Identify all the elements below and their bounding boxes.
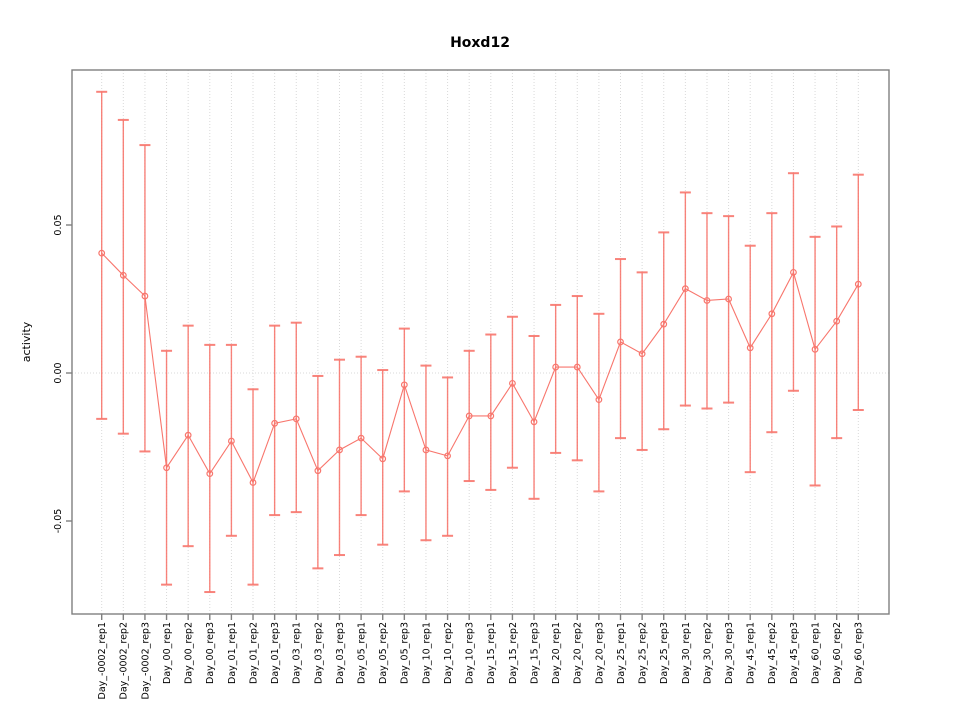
x-tick-label: Day_15_rep2 — [508, 622, 519, 684]
data-point-marker — [768, 310, 776, 318]
x-tick-label: Day_-0002_rep3 — [140, 622, 151, 699]
data-point-marker — [725, 295, 732, 303]
x-tick-label: Day_25_rep1 — [616, 622, 627, 684]
plot-frame — [71, 69, 890, 615]
data-point-marker — [790, 268, 797, 276]
data-point-marker — [617, 338, 624, 346]
series-line — [101, 252, 859, 484]
data-point-marker — [400, 381, 408, 389]
y-tick-label: 0.00 — [53, 362, 64, 383]
data-point-marker — [487, 412, 495, 420]
x-tick-label: Day_01_rep2 — [248, 622, 259, 684]
data-point-marker — [184, 431, 192, 439]
data-point-marker — [249, 479, 257, 486]
data-point-marker — [98, 249, 106, 257]
plot-title: Hoxd12 — [450, 35, 510, 51]
data-point-marker — [163, 464, 170, 472]
y-tick-label: -0.05 — [53, 509, 64, 534]
data-point-marker — [206, 470, 214, 478]
x-tick-label: Day_00_rep3 — [205, 622, 216, 684]
data-point-marker — [833, 317, 841, 325]
x-tick-label: Day_-0002_rep2 — [119, 622, 130, 699]
x-tick-label: Day_60_rep2 — [832, 622, 843, 684]
x-tick-label: Day_30_rep1 — [681, 622, 692, 684]
plot-body: 0.05 0.00 -0.05 Day_-0002_rep1 Day_-0002_rep… — [53, 69, 890, 699]
x-tick-label: Day_20_rep1 — [551, 622, 562, 684]
x-tick-label: Day_05_rep3 — [400, 622, 411, 684]
data-point-marker — [314, 467, 322, 475]
x-tick-label: Day_45_rep1 — [746, 622, 757, 684]
x-tick-label: Day_03_rep2 — [313, 622, 324, 684]
x-tick-label: Day_60_rep1 — [810, 622, 821, 684]
data-point-marker — [422, 446, 430, 454]
x-tick-label: Day_30_rep3 — [724, 622, 735, 684]
data-point-marker — [509, 379, 516, 387]
data-point-marker — [141, 292, 149, 300]
x-tick-label: Day_03_rep1 — [292, 622, 303, 684]
data-point-marker — [811, 345, 819, 353]
x-tick-label: Day_20_rep3 — [594, 622, 605, 684]
x-tick-label: Day_05_rep2 — [378, 622, 389, 684]
data-point-marker — [638, 350, 646, 358]
x-tick-label: Day_45_rep3 — [789, 622, 800, 684]
x-tick-label: Day_01_rep1 — [227, 622, 238, 684]
x-tick-label: Day_20_rep2 — [573, 622, 584, 684]
x-tick-label: Day_25_rep3 — [659, 622, 670, 684]
y-tick-label: 0.05 — [53, 214, 64, 235]
x-tick-label: Day_45_rep2 — [767, 622, 778, 684]
data-point-marker — [746, 344, 754, 352]
x-tick-label: Day_10_rep3 — [465, 622, 476, 684]
x-tick-label: Day_10_rep2 — [443, 622, 454, 684]
x-tick-label: Day_30_rep2 — [702, 622, 713, 684]
data-point-marker — [703, 297, 711, 304]
x-tick-label: Day_05_rep1 — [357, 622, 368, 684]
x-tick-label: Day_15_rep1 — [486, 622, 497, 684]
x-tick-label: Day_60_rep3 — [854, 622, 865, 684]
data-point-marker — [573, 363, 581, 371]
data-point-marker — [444, 452, 451, 460]
data-point-marker — [292, 415, 300, 423]
data-point-marker — [271, 419, 279, 427]
data-point-marker — [854, 280, 862, 288]
data-point-marker — [681, 285, 689, 293]
x-tick-label: Day_01_rep3 — [270, 622, 281, 684]
x-tick-label: Day_00_rep2 — [184, 622, 195, 684]
data-point-marker — [336, 446, 343, 454]
x-tick-label: Day_15_rep3 — [529, 622, 540, 684]
data-point-marker — [530, 418, 538, 426]
data-point-marker — [119, 271, 127, 279]
data-point-marker — [595, 396, 603, 404]
data-point-marker — [465, 412, 473, 420]
data-point-marker — [228, 437, 235, 445]
x-tick-label: Day_00_rep1 — [162, 622, 173, 684]
data-point-marker — [357, 434, 365, 442]
data-point-marker — [660, 320, 668, 328]
x-tick-label: Day_25_rep2 — [638, 622, 649, 684]
data-point-marker — [552, 363, 560, 371]
data-point-marker — [379, 455, 387, 463]
y-axis-title: activity — [20, 321, 33, 362]
x-tick-label: Day_-0002_rep1 — [97, 622, 108, 699]
x-tick-label: Day_03_rep3 — [335, 622, 346, 684]
x-tick-label: Day_10_rep1 — [421, 622, 432, 684]
